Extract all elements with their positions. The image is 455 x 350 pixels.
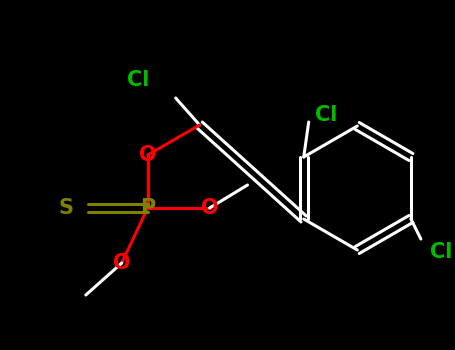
Text: O: O <box>201 198 218 218</box>
Text: O: O <box>139 145 157 165</box>
Text: Cl: Cl <box>127 70 150 90</box>
Text: O: O <box>113 253 131 273</box>
Text: S: S <box>59 198 74 218</box>
Text: Cl: Cl <box>430 242 452 262</box>
Text: Cl: Cl <box>315 105 338 125</box>
Text: P: P <box>140 198 155 218</box>
